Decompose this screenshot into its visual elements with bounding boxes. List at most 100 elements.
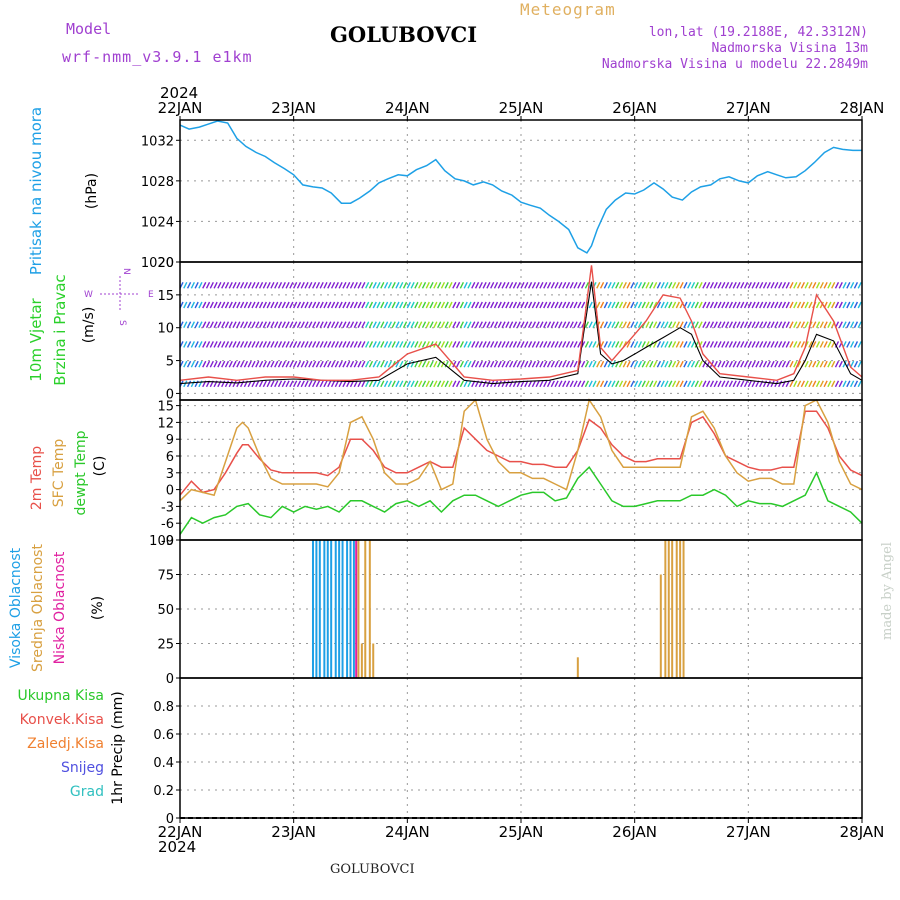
wind-barb (649, 360, 654, 368)
wind-barb (266, 380, 271, 388)
precip-legend-item: Ukupna Kisa (17, 688, 104, 704)
wind-barb (455, 341, 461, 348)
wind-barb (232, 301, 237, 309)
wind-barb (505, 341, 510, 348)
wind-barb (429, 301, 434, 309)
wind-barb (675, 321, 680, 329)
wind-barb (497, 341, 502, 348)
wind-barb (376, 360, 381, 368)
wind-barb (664, 360, 669, 368)
wind-barb (501, 281, 506, 289)
wind-barb (501, 301, 506, 309)
compass-e: E (148, 290, 154, 300)
wind-barb (474, 360, 480, 368)
wind-barb (815, 301, 821, 309)
wind-barb (546, 341, 552, 348)
wind-barb (690, 301, 696, 309)
wind-barb (327, 380, 332, 388)
wind-barb (490, 321, 495, 329)
wind-barb (539, 321, 544, 329)
wind-barb (747, 321, 752, 329)
wind-barb (236, 341, 241, 348)
wind-barb (418, 360, 423, 368)
wind-barb (372, 321, 377, 329)
wind-barb (728, 281, 734, 289)
wind-barb (296, 360, 302, 368)
wind-barb (486, 321, 491, 329)
wind-barb (588, 341, 593, 348)
wind-barb (694, 360, 699, 368)
model-label: Model (66, 20, 112, 38)
wind-barb (243, 360, 249, 368)
wind-barb (459, 360, 465, 368)
wind-barb (285, 301, 290, 309)
wind-barb (289, 281, 294, 289)
wind-barb (660, 360, 665, 368)
wind-barb (679, 321, 684, 329)
y-tick-label: 0 (166, 484, 174, 499)
wind-barb (509, 360, 514, 368)
wind-barb (800, 321, 806, 329)
x-tick-label-top: 26JAN (612, 99, 657, 117)
wind-barb (740, 281, 745, 289)
wind-barb (732, 301, 737, 309)
wind-barb (338, 281, 343, 289)
wind-barb (383, 341, 389, 348)
wind-barb (762, 281, 768, 289)
wind-barb (592, 341, 597, 348)
wind-barb (618, 301, 624, 309)
wind-barb (463, 380, 468, 388)
wind-barb (198, 281, 203, 289)
wind-barb (652, 360, 658, 368)
wind-barb (706, 281, 711, 289)
wind-barb (300, 360, 305, 368)
wind-barb (239, 301, 245, 309)
wind-barb (391, 301, 396, 309)
wind-barb (455, 281, 461, 289)
wind-barb (311, 380, 317, 388)
wind-barb (857, 380, 862, 388)
wind-barb (509, 281, 514, 289)
wind-barb (395, 301, 400, 309)
wind-barb (399, 360, 404, 368)
wind-barb (429, 360, 434, 368)
wind-barb (463, 360, 468, 368)
wind-barb (349, 281, 355, 289)
wind-barb (300, 281, 305, 289)
wind-barb (558, 321, 563, 329)
wind-barb (402, 281, 408, 289)
wind-barb (425, 360, 430, 368)
wind-barb (448, 281, 453, 289)
wind-barb (258, 341, 264, 348)
wind-barb (232, 321, 237, 329)
wind-barb (202, 321, 207, 329)
wind-barb (421, 301, 427, 309)
wind-barb (308, 380, 313, 388)
wind-barb (459, 281, 465, 289)
wind-barb (520, 360, 525, 368)
wind-barb (580, 360, 586, 368)
wind-barb (778, 281, 783, 289)
wind-barb (660, 380, 665, 388)
wind-barb (770, 301, 775, 309)
wind-barb (759, 360, 764, 368)
y-tick-label: 6 (166, 450, 174, 465)
compass-s: S (117, 320, 127, 326)
wind-barb (603, 360, 608, 368)
wind-barb (546, 281, 552, 289)
wind-barb (823, 281, 828, 289)
wind-barb (808, 281, 813, 289)
wind-barb (562, 301, 567, 309)
wind-barb (626, 281, 631, 289)
wind-barb (546, 360, 552, 368)
wind-barb (694, 281, 699, 289)
wind-barb (645, 321, 650, 329)
wind-barb (793, 380, 798, 388)
wind-barb (486, 301, 491, 309)
wind-barb (300, 301, 305, 309)
wind-barb (236, 301, 241, 309)
wind-barb (565, 281, 571, 289)
wind-barb (580, 301, 586, 309)
wind-barb (509, 341, 514, 348)
